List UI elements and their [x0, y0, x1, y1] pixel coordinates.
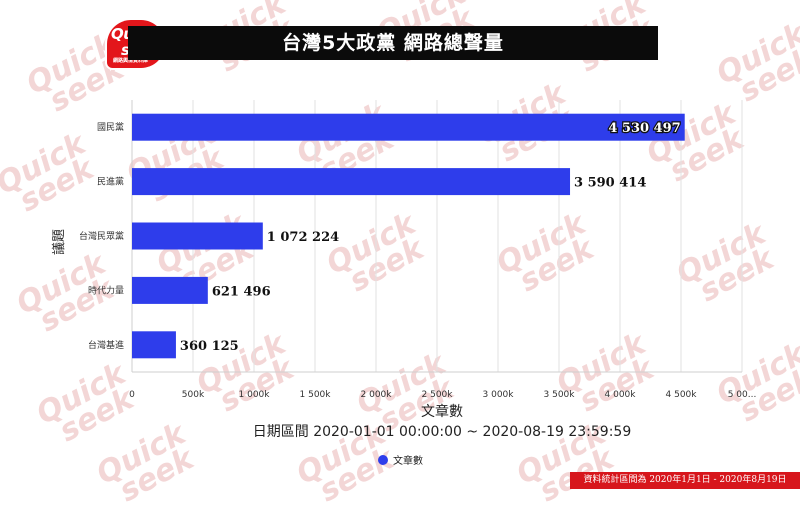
page-title: 台灣5大政黨 網路總聲量 — [128, 26, 658, 60]
bar — [132, 113, 685, 141]
chart-legend: 文章數 — [378, 454, 423, 467]
category-label: 民進黨 — [97, 176, 124, 188]
x-tick-label: 4 000k — [605, 390, 637, 400]
x-tick-label: 3 500k — [544, 390, 576, 400]
x-axis-label: 文章數 — [421, 403, 463, 420]
bar — [132, 331, 176, 359]
footer-note: 資料統計區間為 2020年1月1日 - 2020年8月19日 — [570, 472, 800, 489]
data-label: 4 530 497 — [608, 121, 680, 136]
category-label: 台灣基進 — [88, 339, 124, 351]
x-tick-label: 500k — [182, 390, 205, 400]
data-label: 1 072 224 — [267, 230, 339, 245]
category-label: 時代力量 — [88, 284, 124, 296]
category-label: 國民黨 — [97, 121, 124, 133]
x-tick-label: 5 00... — [728, 390, 757, 400]
data-label: 360 125 — [180, 339, 239, 354]
x-tick-label: 2 500k — [422, 390, 454, 400]
category-label: 台灣民眾黨 — [79, 230, 124, 242]
bar — [132, 168, 571, 196]
chart-bars — [132, 113, 685, 359]
bar — [132, 276, 208, 304]
data-label: 3 590 414 — [574, 176, 646, 191]
x-tick-label: 2 000k — [361, 390, 393, 400]
x-tick-label: 1 000k — [239, 390, 271, 400]
data-labels: 4 530 497 3 590 414 1 072 224 621 496 360 12… — [180, 120, 682, 354]
x-tick-label: 0 — [129, 390, 135, 400]
x-tick-label: 3 000k — [483, 390, 515, 400]
chart-subtitle: 日期區間 2020-01-01 00:00:00 ~ 2020-08-19 23… — [253, 424, 631, 440]
x-tick-label: 4 500k — [666, 390, 698, 400]
bar — [132, 222, 263, 250]
legend-marker — [378, 455, 388, 465]
data-label: 621 496 — [212, 284, 271, 299]
y-axis-label: 議題 — [52, 229, 67, 255]
x-tick-labels: 0 500k 1 000k 1 500k 2 000k 2 500k 3 000k 3 500… — [129, 390, 756, 400]
legend-label: 文章數 — [393, 454, 423, 467]
x-tick-label: 1 500k — [300, 390, 332, 400]
